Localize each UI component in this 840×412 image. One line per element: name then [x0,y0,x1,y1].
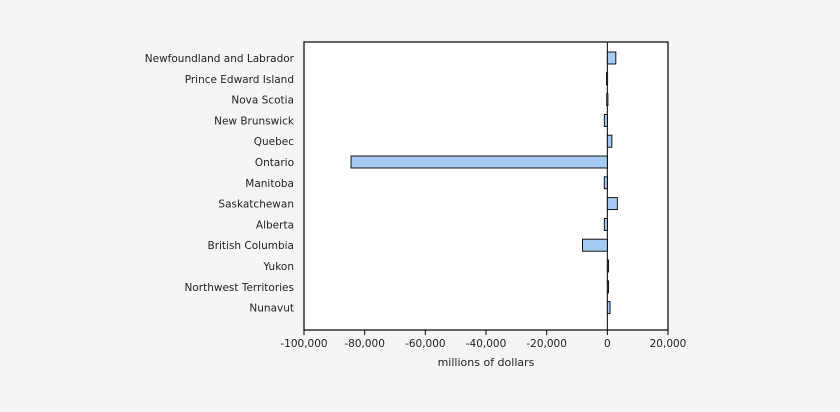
category-label: Newfoundland and Labrador [145,53,295,65]
x-axis-label: millions of dollars [438,356,535,369]
category-label: Quebec [254,136,295,148]
bar [606,259,609,273]
bar [606,197,618,211]
bar [582,238,608,252]
bar [606,301,611,315]
category-label: Yukon [262,261,294,273]
bar [603,217,608,231]
bar [606,280,609,294]
x-tick-label: -20,000 [526,338,567,350]
category-label: Northwest Territories [184,282,294,294]
x-tick-label: -40,000 [466,338,507,350]
category-label: Manitoba [245,178,294,190]
category-label: Nunavut [249,303,294,315]
bars-group [350,42,618,330]
category-label: Ontario [255,157,294,169]
category-label: British Columbia [207,240,294,252]
category-label: Prince Edward Island [185,74,294,86]
bar [606,134,613,148]
bar [603,176,608,190]
x-tick-label: -100,000 [280,338,327,350]
x-tick-label: -60,000 [405,338,446,350]
bar [603,113,608,127]
bar [606,51,617,65]
category-labels: Newfoundland and Labrador Prince Edward I… [145,53,295,315]
x-ticks: -100,000 -80,000 -60,000 -40,000 -20,000 0 20,… [280,330,686,350]
category-label: Saskatchewan [218,199,294,211]
x-tick-label: -80,000 [344,338,385,350]
x-tick-label: 20,000 [650,338,687,350]
bar [606,93,609,107]
category-label: Alberta [256,219,294,231]
category-label: Nova Scotia [231,95,294,107]
category-label: New Brunswick [214,115,295,127]
bar [605,72,609,86]
plot-area [303,41,669,331]
bar [350,155,608,169]
x-tick-label: 0 [604,338,611,350]
